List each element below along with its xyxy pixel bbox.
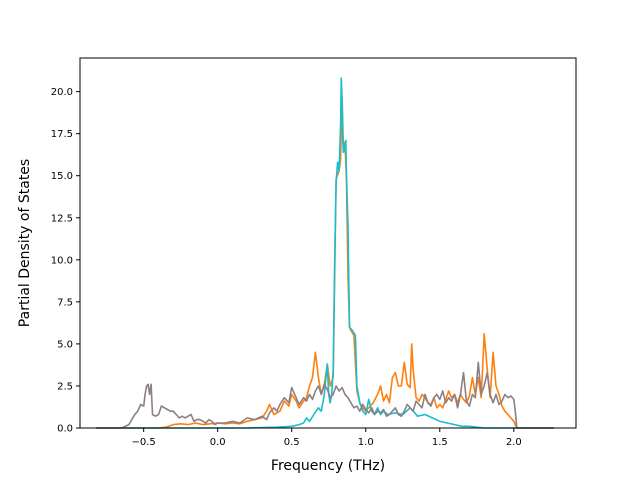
y-tick-label: 0.0 [57, 424, 73, 435]
y-tick-label: 7.5 [57, 297, 73, 308]
y-tick-label: 15.0 [51, 171, 73, 182]
y-axis-ticks: 0.0 2.5 5.0 7.5 10.0 12.5 15.0 17.5 20.0 [51, 87, 80, 435]
x-tick-label: 0.0 [210, 437, 226, 448]
x-tick-label: −0.5 [132, 437, 156, 448]
x-tick-label: 0.5 [284, 437, 300, 448]
x-tick-label: 1.5 [432, 437, 448, 448]
x-tick-label: 1.0 [358, 437, 374, 448]
series-line-2 [96, 77, 554, 429]
y-tick-label: 20.0 [51, 87, 73, 98]
series-layer [96, 77, 554, 429]
y-tick-label: 2.5 [57, 381, 73, 392]
y-axis-title: Partial Density of States [17, 159, 33, 327]
series-line-3 [96, 361, 554, 429]
x-tick-label: 2.0 [506, 437, 522, 448]
plot-frame [79, 57, 577, 429]
y-tick-label: 5.0 [57, 339, 73, 350]
y-tick-label: 12.5 [51, 213, 73, 224]
x-axis-ticks: −0.5 0.0 0.5 1.0 1.5 2.0 [132, 428, 522, 448]
y-tick-label: 10.0 [51, 255, 73, 266]
x-axis-title: Frequency (THz) [271, 458, 385, 474]
y-tick-label: 17.5 [51, 129, 73, 140]
